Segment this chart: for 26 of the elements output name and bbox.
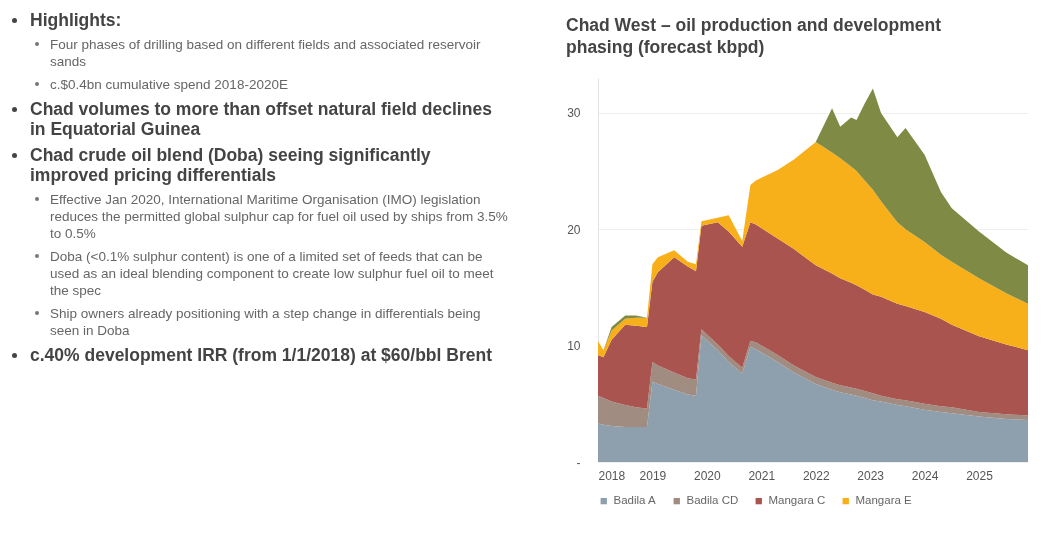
- y-tick-label: 10: [567, 339, 581, 354]
- text: c.$0.4bn cumulative spend 2018-2020E: [49, 76, 289, 93]
- legend-label: Mangara C: [768, 494, 826, 507]
- x-tick-label: 2021: [748, 468, 776, 483]
- x-tick-label: 2025: [966, 468, 994, 483]
- text: Ship owners already positioning with a step change in differentials being seen in Doba: [49, 305, 482, 339]
- y-tick-label: -: [576, 455, 581, 470]
- x-tick-label: 2019: [639, 468, 667, 483]
- text: Four phases of drilling based on different fields and associated reservoir sands: [49, 36, 482, 70]
- y-tick-label: 20: [567, 222, 581, 237]
- x-tick-label: 2020: [694, 468, 722, 483]
- x-tick-label: 2022: [802, 468, 830, 483]
- text: Effective Jan 2020, International Maritime Organisation (IMO) legislation reduces the permitted global sulphur cap for fuel oil used by ships from 3.5% to 0.5%: [49, 191, 508, 242]
- text: Chad volumes to more than offset natural field declines in Equatorial Guinea: [29, 99, 493, 139]
- legend-label: Mangara E: [855, 494, 913, 507]
- text: Highlights:: [29, 10, 123, 30]
- text: Chad crude oil blend (Doba) seeing significantly improved pricing differentials: [29, 145, 432, 185]
- x-tick-label: 2024: [911, 468, 939, 483]
- chart-title: Chad West – oil production and development phasing (forecast kbpd): [566, 14, 942, 58]
- legend-label: Badila A: [613, 494, 657, 507]
- x-tick-label: 2018: [598, 468, 626, 483]
- y-tick-label: 30: [567, 106, 581, 121]
- legend-label: Badila CD: [686, 494, 739, 507]
- x-tick-label: 2023: [857, 468, 885, 483]
- text: Doba (<0.1% sulphur content) is one of a limited set of feeds that can be used as an ideal blending component to create low sulphur fuel oil to meet the spec: [49, 248, 495, 299]
- text: c.40% development IRR (from 1/1/2018) at $60/bbl Brent: [29, 345, 493, 365]
